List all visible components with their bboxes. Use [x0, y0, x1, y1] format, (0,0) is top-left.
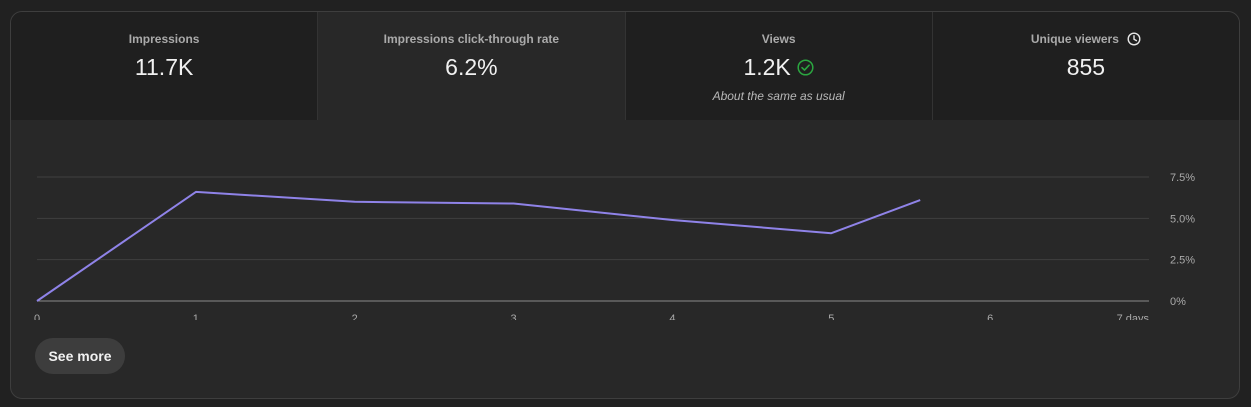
analytics-card: Impressions 11.7K Impressions click-thro…: [10, 11, 1240, 399]
metric-value: 855: [1066, 54, 1106, 80]
y-tick-label: 5.0%: [1170, 213, 1195, 225]
metric-label: Unique viewers: [1030, 32, 1119, 46]
see-more-button[interactable]: See more: [35, 338, 125, 374]
chart-svg: 0% 2.5% 5.0% 7.5% 0 1 2 3 4 5 6 7 days: [34, 172, 1195, 320]
metric-value-group: 1.2K: [743, 54, 814, 81]
clock-icon[interactable]: [1127, 32, 1141, 46]
metric-label: Impressions click-through rate: [383, 32, 560, 46]
metric-tab-views[interactable]: Views 1.2K About the same as usual: [626, 12, 933, 120]
y-tick-label: 0%: [1170, 296, 1186, 308]
metric-label: Views: [761, 32, 796, 46]
metric-label: Impressions: [128, 32, 200, 46]
metric-label-group: Unique viewers: [1031, 32, 1141, 47]
x-tick-label: 5: [828, 313, 834, 320]
x-tick-label: 4: [669, 313, 675, 320]
check-circle-icon: [797, 59, 814, 76]
metric-tab-ctr[interactable]: Impressions click-through rate 6.2%: [318, 12, 626, 120]
metric-tab-impressions[interactable]: Impressions 11.7K: [11, 12, 319, 120]
metric-value: 6.2%: [445, 54, 498, 80]
x-tick-label: 7 days: [1117, 313, 1150, 320]
x-tick-label: 1: [193, 313, 199, 320]
line-chart: 0% 2.5% 5.0% 7.5% 0 1 2 3 4 5 6 7 days: [11, 120, 1239, 320]
y-tick-label: 2.5%: [1170, 255, 1195, 267]
x-tick-label: 3: [511, 313, 517, 320]
metric-tab-unique-viewers[interactable]: Unique viewers 855: [933, 12, 1239, 120]
metric-value: 11.7K: [134, 54, 194, 80]
ctr-series-line: [36, 190, 921, 302]
metric-note: About the same as usual: [712, 89, 845, 103]
metric-tabs: Impressions 11.7K Impressions click-thro…: [11, 12, 1239, 120]
x-tick-label: 2: [352, 313, 358, 320]
metric-value: 1.2K: [743, 54, 791, 80]
y-tick-label: 7.5%: [1170, 172, 1195, 184]
x-tick-label: 6: [987, 313, 993, 320]
x-tick-label: 0: [34, 313, 40, 320]
